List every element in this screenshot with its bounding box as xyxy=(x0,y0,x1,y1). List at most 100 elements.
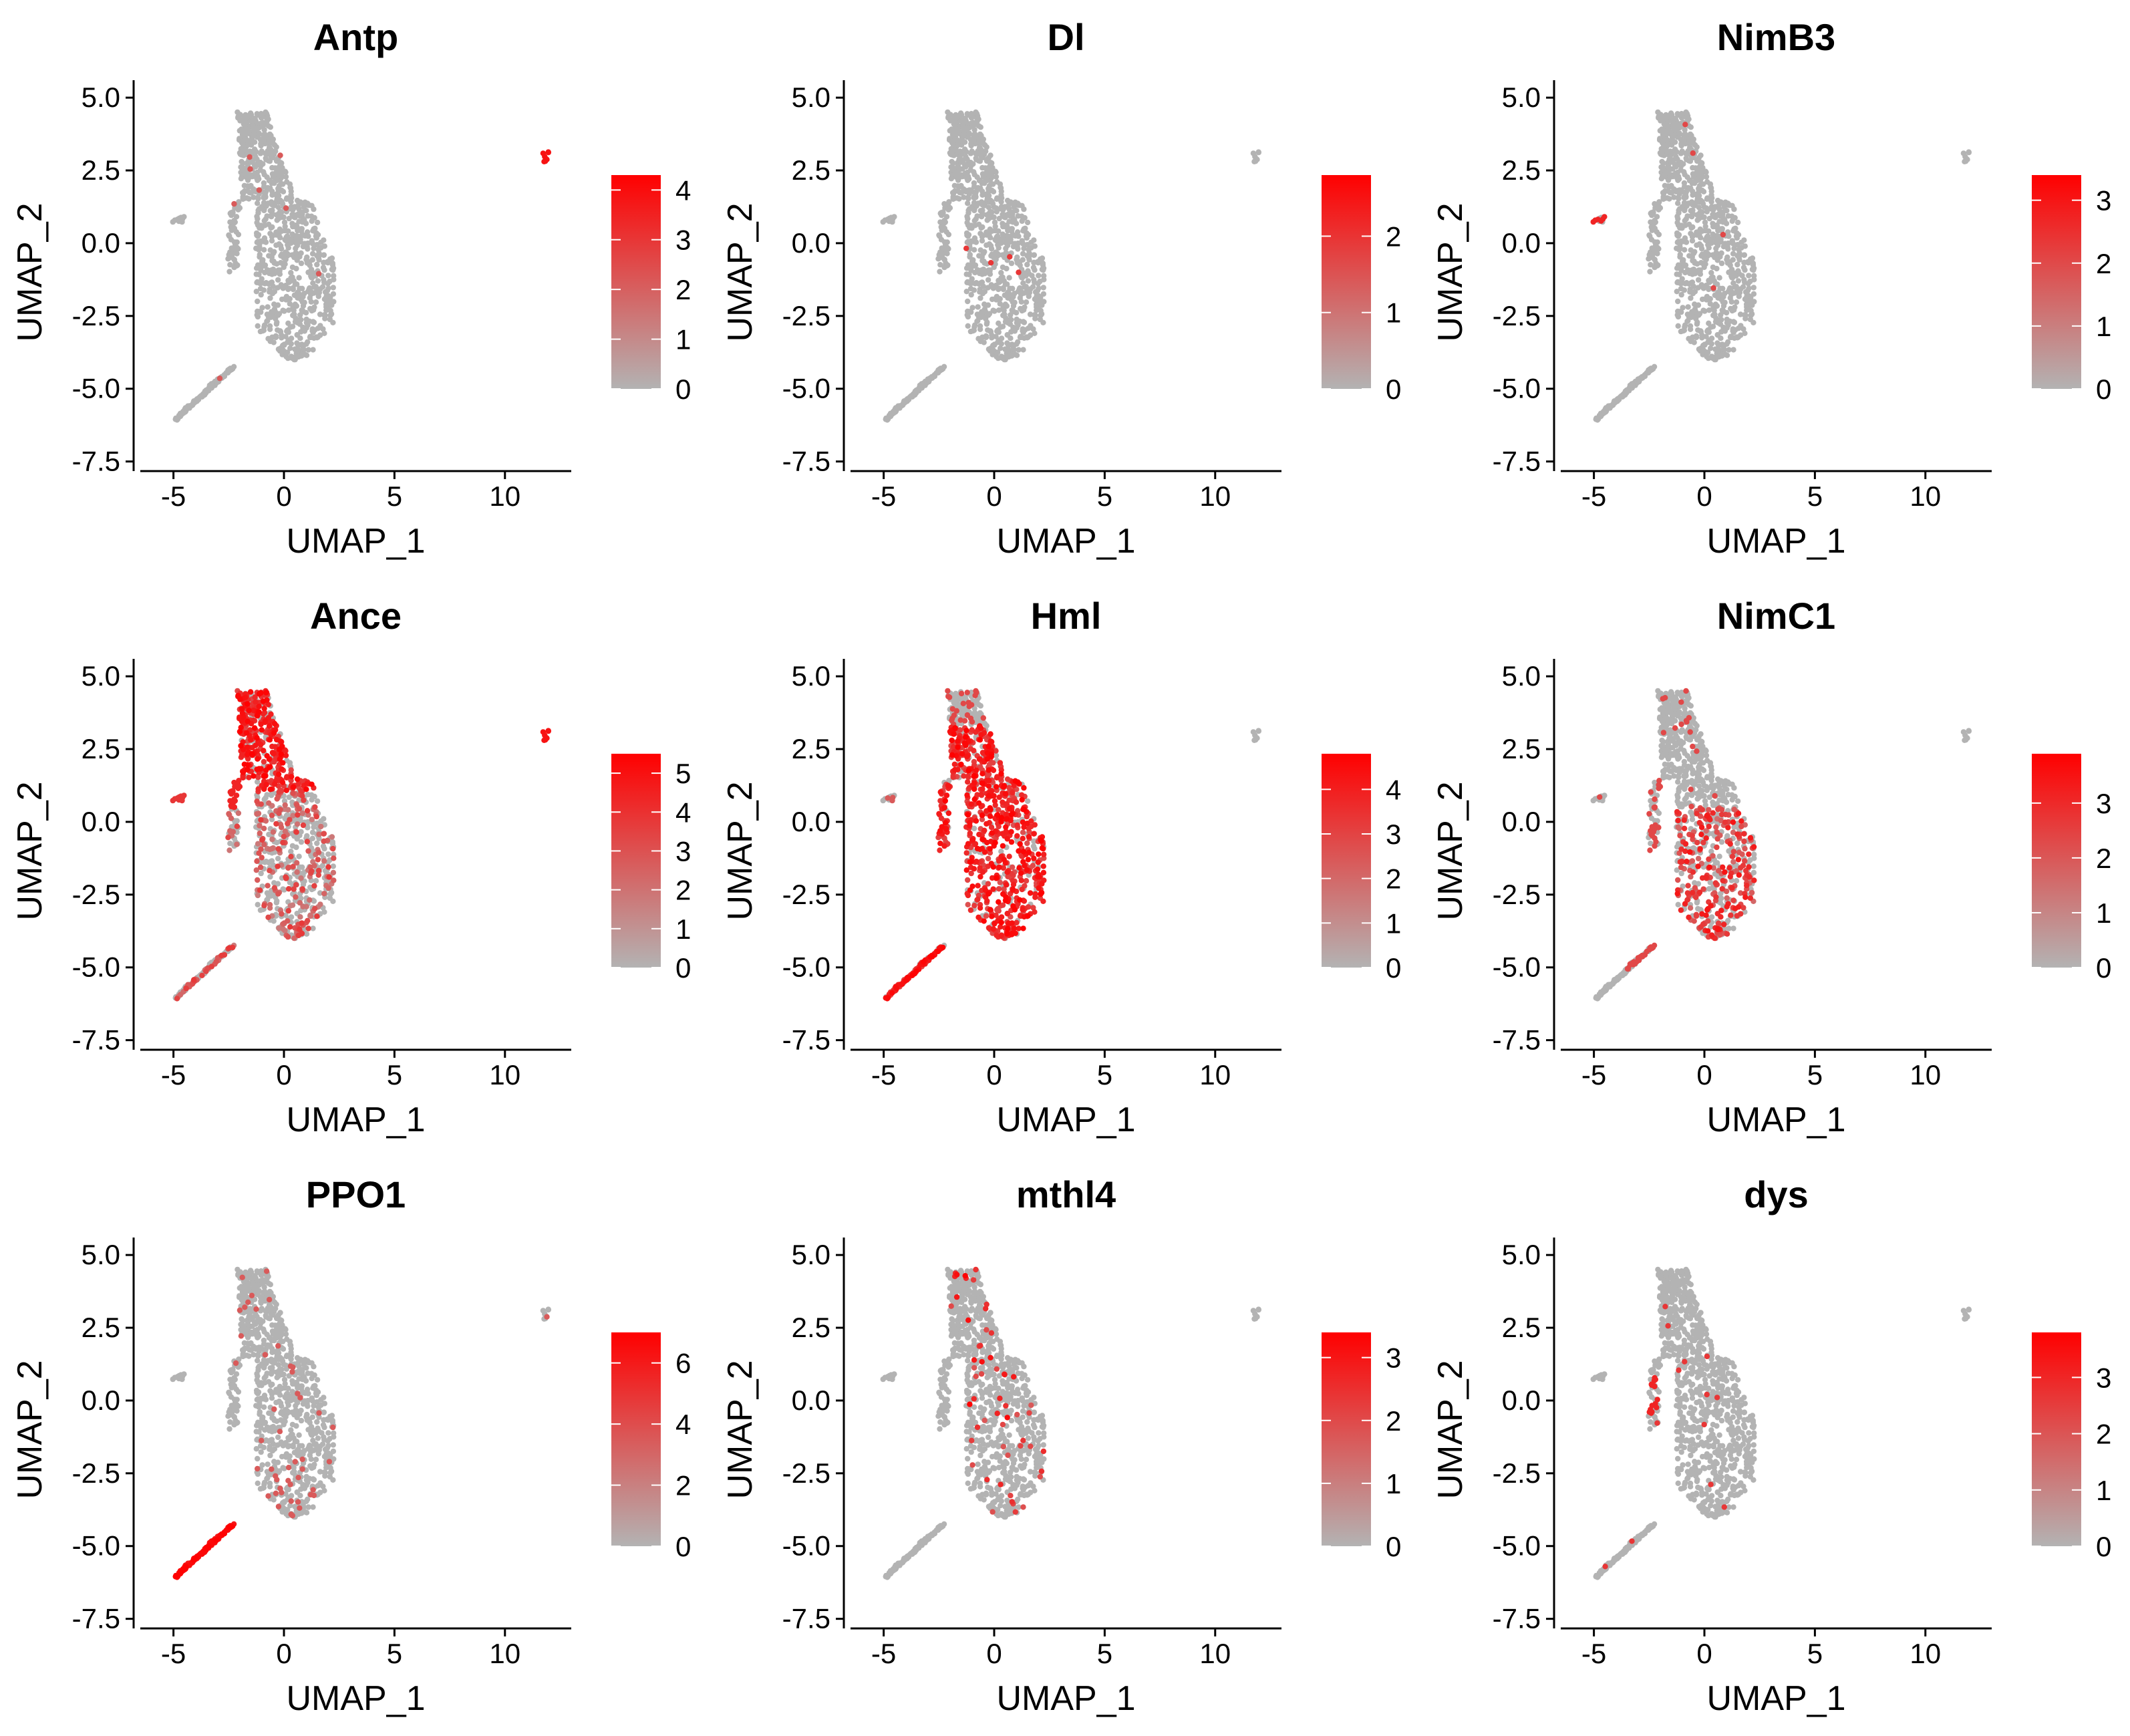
cell-point xyxy=(291,886,297,892)
cell-point xyxy=(949,138,955,145)
cell-point xyxy=(296,227,303,233)
cell-point xyxy=(257,225,263,231)
cell-point xyxy=(261,758,267,765)
cell-point xyxy=(265,892,272,899)
cell-point xyxy=(298,317,304,323)
cell-point xyxy=(262,191,269,197)
cell-point xyxy=(318,239,324,245)
cell-point xyxy=(1681,287,1688,293)
cell-point xyxy=(967,309,973,315)
cell-point xyxy=(1024,798,1031,805)
panel-Hml: Hml-5 0 5 105.02.50.0-2.5-5.0-7.5UMAP_1UMAP… xyxy=(721,595,1401,1139)
x-tick-label: 0 xyxy=(986,480,1002,512)
cell-point xyxy=(1007,254,1013,260)
x-tick-label: 10 xyxy=(489,480,520,512)
cell-point xyxy=(300,303,307,309)
cell-point xyxy=(262,718,269,724)
cell-point xyxy=(288,853,294,860)
cell-point xyxy=(1751,285,1757,291)
cell-point xyxy=(278,825,285,831)
cell-point xyxy=(997,301,1004,307)
cell-point xyxy=(1255,728,1262,734)
cell-point xyxy=(1688,132,1694,138)
y-tick-label: 2.5 xyxy=(82,733,120,764)
cell-point xyxy=(263,109,269,116)
cell-point xyxy=(313,878,319,884)
legend-tick-label: 2 xyxy=(2096,248,2111,279)
cell-point xyxy=(1676,189,1682,195)
legend-tick-label: 3 xyxy=(675,835,691,867)
cell-point xyxy=(269,192,275,198)
cell-point xyxy=(261,247,267,253)
cell-point xyxy=(1742,279,1748,285)
cell-point xyxy=(1724,229,1731,235)
cell-point xyxy=(1728,285,1734,291)
cell-point xyxy=(294,340,300,346)
cell-point xyxy=(977,267,983,274)
cell-point xyxy=(945,694,951,700)
cell-point xyxy=(975,313,982,320)
cell-point xyxy=(255,196,261,202)
cell-point xyxy=(1677,309,1684,315)
cell-point xyxy=(1688,212,1694,219)
cell-point xyxy=(1688,208,1694,214)
cell-point xyxy=(321,252,327,258)
y-tick-label: 0.0 xyxy=(82,806,120,837)
cell-point xyxy=(254,712,261,719)
cell-point xyxy=(279,779,286,786)
cell-point xyxy=(977,208,983,214)
cell-point xyxy=(267,786,273,792)
cell-point xyxy=(1688,295,1694,301)
cell-point xyxy=(1004,265,1010,272)
cell-point xyxy=(203,968,209,974)
cell-point xyxy=(1021,335,1028,341)
cell-point xyxy=(1698,211,1704,217)
cell-point xyxy=(973,216,979,222)
cell-point xyxy=(1032,267,1038,273)
cell-point xyxy=(227,798,233,804)
cell-point xyxy=(254,232,260,239)
cell-point xyxy=(270,251,277,257)
cell-point xyxy=(288,335,295,341)
cell-point xyxy=(256,130,262,136)
cell-point xyxy=(983,144,990,150)
cell-point xyxy=(311,319,317,325)
cell-point xyxy=(1674,271,1680,277)
cell-point xyxy=(243,136,250,143)
cell-point xyxy=(1652,219,1658,225)
cell-point xyxy=(257,161,263,168)
cell-point xyxy=(275,846,281,852)
cell-point xyxy=(271,180,277,186)
cell-point xyxy=(1613,398,1620,405)
cell-point xyxy=(988,172,995,178)
cell-point xyxy=(279,788,285,794)
cell-point xyxy=(283,283,289,289)
cell-point xyxy=(275,863,281,869)
cell-point xyxy=(1015,246,1021,252)
cell-point xyxy=(1729,218,1735,225)
cell-point xyxy=(960,700,967,707)
cell-point xyxy=(981,289,988,295)
cell-point xyxy=(1002,301,1009,307)
cell-point xyxy=(993,205,1000,211)
cell-point xyxy=(269,813,275,819)
cell-point xyxy=(1023,299,1030,305)
cell-point xyxy=(919,382,925,388)
cell-point xyxy=(1601,410,1607,416)
cell-point xyxy=(971,138,977,144)
cell-point xyxy=(1708,270,1714,276)
cell-point xyxy=(1004,347,1011,353)
cell-point xyxy=(330,898,336,905)
cell-point xyxy=(1630,382,1636,388)
cell-point xyxy=(319,284,326,290)
cell-point xyxy=(1732,225,1738,231)
cell-point xyxy=(1008,292,1014,298)
cell-point xyxy=(238,742,244,749)
cell-point xyxy=(981,180,987,186)
cell-point xyxy=(285,349,291,355)
cell-point xyxy=(314,261,320,268)
cell-point xyxy=(1020,241,1026,247)
cell-point xyxy=(289,774,295,780)
cell-point xyxy=(1032,279,1038,285)
cell-point xyxy=(1649,212,1655,219)
